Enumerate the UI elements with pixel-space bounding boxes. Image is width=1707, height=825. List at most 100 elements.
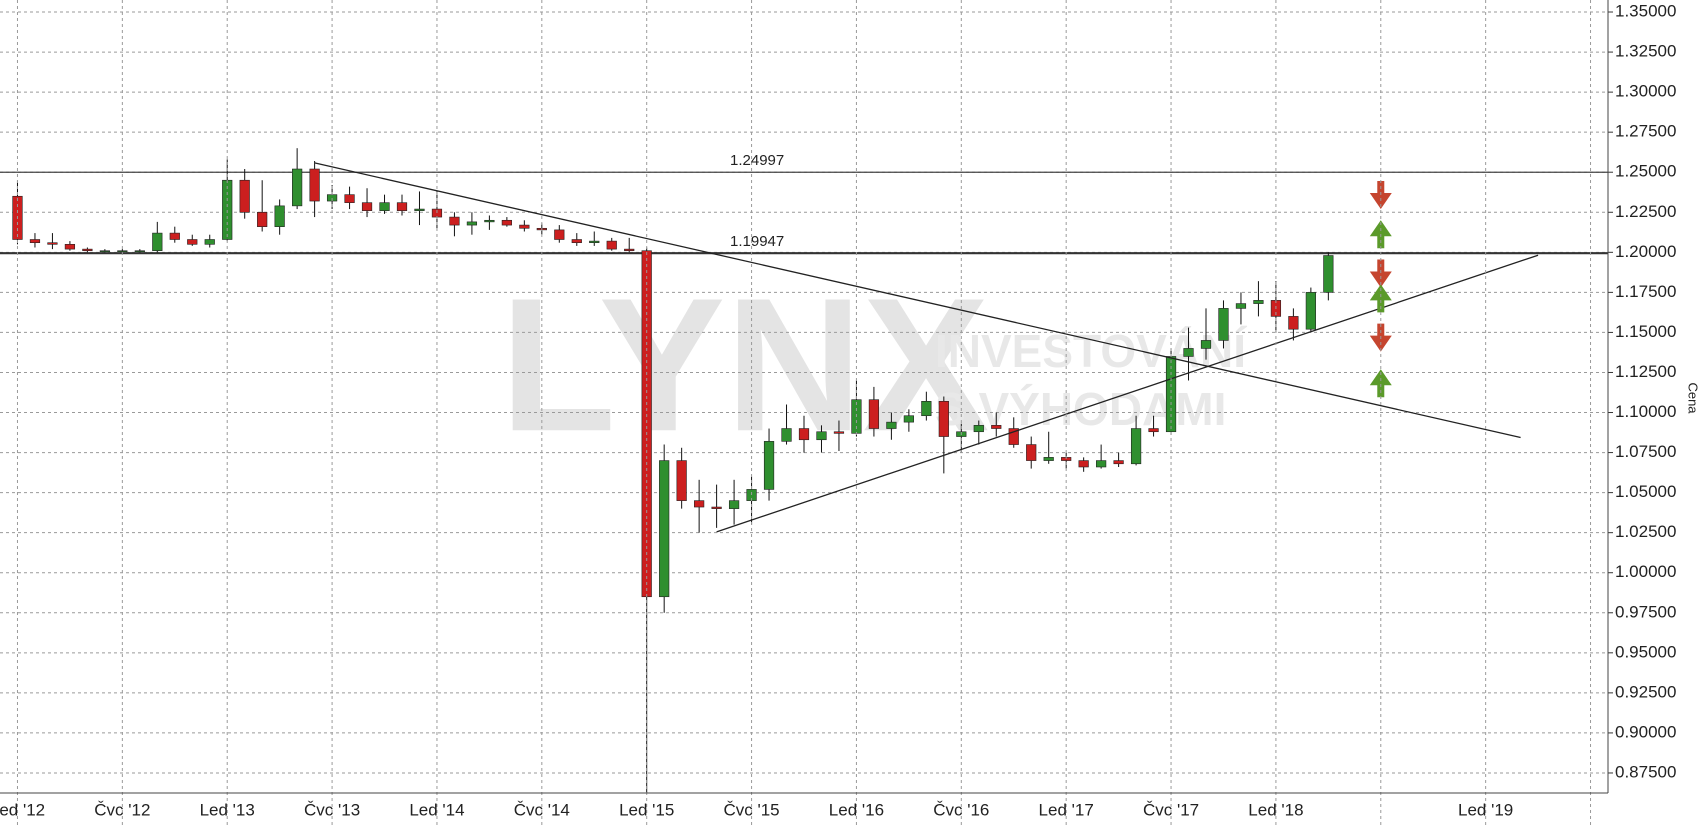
candle-body bbox=[798, 428, 810, 441]
candle-body bbox=[554, 229, 565, 240]
candle-body bbox=[82, 248, 93, 252]
candle-body bbox=[676, 460, 687, 501]
candle-body bbox=[903, 415, 914, 423]
candle-body bbox=[1113, 460, 1124, 465]
x-tick-label: Led '16 bbox=[829, 800, 884, 819]
candle-body bbox=[396, 202, 408, 211]
candle-body bbox=[659, 460, 670, 598]
x-tick-label: Led '14 bbox=[409, 800, 464, 819]
candle-body bbox=[886, 421, 897, 429]
candle-body bbox=[501, 219, 512, 226]
y-tick-label: 0.90000 bbox=[1615, 722, 1676, 741]
candle-body bbox=[624, 248, 635, 252]
x-tick-label: Čvc '15 bbox=[723, 800, 779, 819]
level-label: 1.24997 bbox=[730, 152, 784, 169]
x-tick-label: Led '15 bbox=[619, 800, 674, 819]
level-label: 1.19947 bbox=[730, 233, 784, 250]
trend-line bbox=[314, 162, 1521, 439]
y-tick-label: 1.25000 bbox=[1615, 162, 1676, 181]
x-tick-label: Čvc '16 bbox=[933, 800, 989, 819]
x-tick-label: Led '19 bbox=[1458, 800, 1513, 819]
candle-body bbox=[274, 205, 285, 227]
candle-body bbox=[1235, 303, 1247, 309]
y-tick-label: 1.10000 bbox=[1615, 402, 1676, 421]
candle-body bbox=[1008, 428, 1019, 445]
candle-body bbox=[589, 240, 600, 244]
candle-body bbox=[1096, 460, 1107, 468]
candle-body bbox=[1183, 348, 1194, 357]
y-tick-label: 1.32500 bbox=[1615, 42, 1676, 61]
candle-body bbox=[1305, 292, 1316, 330]
x-tick-label: Led '12 bbox=[0, 800, 45, 819]
candle-body bbox=[99, 250, 110, 253]
y-tick-label: 0.87500 bbox=[1615, 762, 1676, 781]
candle-body bbox=[379, 202, 390, 211]
y-axis-title: Cena bbox=[1686, 382, 1701, 414]
candle-body bbox=[47, 242, 58, 245]
candle-body bbox=[466, 221, 478, 226]
candle-body bbox=[29, 239, 41, 244]
y-tick-label: 1.17500 bbox=[1615, 282, 1676, 301]
y-tick-label: 0.92500 bbox=[1615, 682, 1676, 701]
candle-body bbox=[117, 250, 128, 253]
candle-body bbox=[414, 208, 425, 211]
candle-body bbox=[1200, 340, 1212, 349]
candle-body bbox=[833, 431, 845, 434]
candle-body bbox=[571, 239, 582, 244]
candle-body bbox=[1043, 457, 1054, 461]
candle-body bbox=[169, 232, 180, 240]
candle-body bbox=[1323, 255, 1334, 293]
candle-body bbox=[868, 399, 880, 429]
x-tick-label: Čvc '17 bbox=[1143, 800, 1199, 819]
candle-body bbox=[1288, 316, 1299, 330]
x-tick-label: Led '17 bbox=[1039, 800, 1094, 819]
candle-body bbox=[484, 219, 495, 223]
candle-body bbox=[309, 168, 320, 202]
trend-line bbox=[716, 254, 1539, 533]
candle-body bbox=[938, 401, 949, 437]
candle-body bbox=[728, 500, 740, 509]
y-tick-label: 1.12500 bbox=[1615, 362, 1676, 381]
y-tick-label: 1.07500 bbox=[1615, 442, 1676, 461]
x-tick-label: Čvc '12 bbox=[94, 800, 150, 819]
y-tick-label: 0.95000 bbox=[1615, 642, 1676, 661]
x-tick-label: Led '13 bbox=[200, 800, 255, 819]
x-tick-label: Čvc '14 bbox=[514, 800, 570, 819]
watermark-line: INVESTOVÁNÍ bbox=[935, 325, 1247, 377]
y-tick-label: 1.05000 bbox=[1615, 482, 1676, 501]
candle-body bbox=[361, 202, 373, 211]
y-tick-label: 0.97500 bbox=[1615, 602, 1676, 621]
candle-body bbox=[257, 211, 268, 227]
candle-body bbox=[816, 431, 827, 441]
candle-body bbox=[239, 179, 250, 213]
watermark-logo: LYNX bbox=[500, 259, 989, 471]
y-tick-label: 1.02500 bbox=[1615, 522, 1676, 541]
watermark: LYNX INVESTOVÁNÍ S VÝHODAMI bbox=[500, 259, 1247, 471]
candle-body bbox=[606, 240, 617, 250]
candle-body bbox=[781, 428, 792, 442]
candle-body bbox=[763, 441, 775, 490]
candle-body bbox=[292, 168, 303, 207]
y-tick-label: 1.20000 bbox=[1615, 242, 1676, 261]
candle-body bbox=[187, 239, 198, 245]
candle-body bbox=[694, 500, 705, 508]
candle-body bbox=[64, 244, 76, 250]
candle-body bbox=[152, 232, 163, 252]
y-tick-label: 1.22500 bbox=[1615, 202, 1676, 221]
y-tick-label: 1.35000 bbox=[1615, 1, 1676, 20]
y-tick-label: 1.30000 bbox=[1615, 82, 1676, 101]
candle-body bbox=[449, 216, 460, 226]
y-tick-label: 1.15000 bbox=[1615, 322, 1676, 341]
candle-body bbox=[1148, 428, 1159, 433]
candle-body bbox=[711, 506, 722, 509]
candle-body bbox=[973, 425, 984, 433]
candle-body bbox=[204, 239, 215, 245]
candle-body bbox=[921, 401, 932, 417]
candle-body bbox=[1130, 428, 1142, 465]
candle-body bbox=[1253, 300, 1264, 304]
candle-body bbox=[344, 194, 355, 203]
y-tick-label: 1.00000 bbox=[1615, 562, 1676, 581]
signal-arrow bbox=[1369, 369, 1392, 398]
